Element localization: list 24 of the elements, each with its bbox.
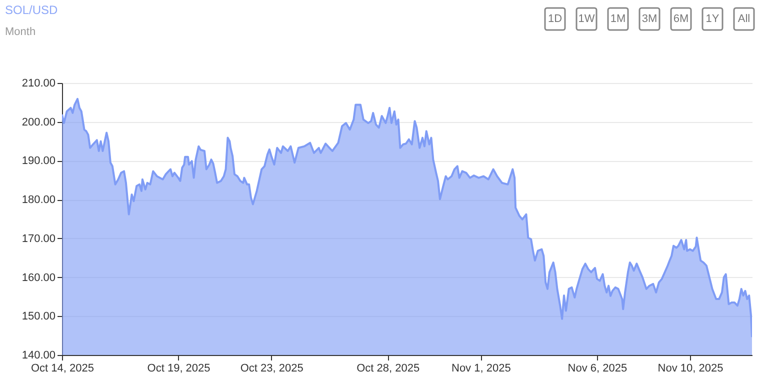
x-tick-label: Oct 23, 2025 xyxy=(240,362,304,374)
y-tick-label: 170.00 xyxy=(22,232,56,245)
x-tick-label: Nov 1, 2025 xyxy=(451,362,511,374)
text: 1M xyxy=(610,13,626,25)
y-tick-label: 190.00 xyxy=(22,155,56,168)
y-tick-label: 160.00 xyxy=(22,272,56,284)
x-tick-label: Nov 10, 2025 xyxy=(658,362,724,374)
y-tick-label: 180.00 xyxy=(22,194,56,206)
y-tick-label: 150.00 xyxy=(22,310,56,323)
chart-subtitle: Month xyxy=(5,26,36,38)
text: 6M xyxy=(673,13,689,25)
text: All xyxy=(738,13,750,25)
x-tick-label: Oct 19, 2025 xyxy=(147,362,210,374)
text: 1W xyxy=(578,13,596,25)
x-tick-label: Oct 14, 2025 xyxy=(31,362,94,374)
text: 3M xyxy=(642,13,658,25)
chart-title: SOL/USD xyxy=(5,3,58,17)
y-tick-label: 210.00 xyxy=(22,78,56,90)
text: 1Y xyxy=(706,13,720,25)
y-tick-label: 200.00 xyxy=(22,116,56,128)
y-tick-label: 140.00 xyxy=(22,350,56,362)
text: 1D xyxy=(548,13,562,25)
x-tick-label: Oct 28, 2025 xyxy=(356,362,420,374)
x-tick-label: Nov 6, 2025 xyxy=(568,362,628,374)
